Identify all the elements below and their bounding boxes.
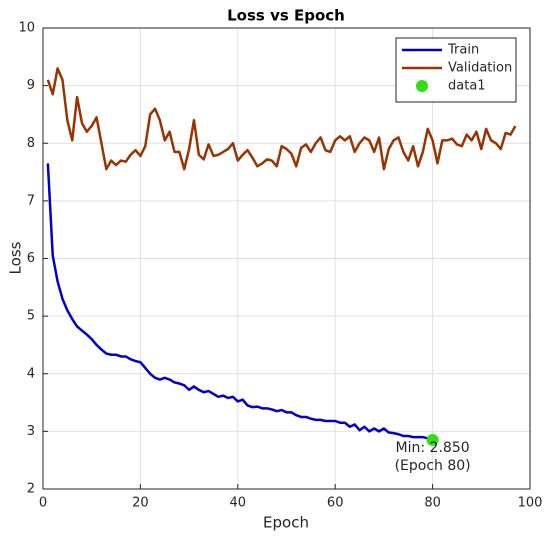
annotation: (Epoch 80) <box>395 458 471 474</box>
series-line <box>46 67 517 171</box>
legend-box <box>395 37 517 103</box>
x-tick-label: 60 <box>327 496 344 511</box>
y-tick-label: 3 <box>27 424 35 439</box>
y-tick-label: 2 <box>27 482 35 497</box>
x-tick-label: 40 <box>230 496 247 511</box>
x-tick-label: 80 <box>424 496 441 511</box>
x-tick-label: 0 <box>39 496 47 511</box>
y-axis-label: Loss <box>7 241 25 274</box>
legend-label: Train <box>447 43 479 58</box>
series-line <box>46 163 434 442</box>
x-tick-label: 100 <box>518 496 543 511</box>
y-tick-label: 5 <box>27 309 35 324</box>
y-tick-label: 4 <box>27 366 35 381</box>
x-axis-label: Epoch <box>263 514 309 532</box>
chart-title: Loss vs Epoch <box>227 7 345 25</box>
y-tick-label: 8 <box>27 136 35 151</box>
plot-frame <box>42 27 531 490</box>
y-tick-label: 10 <box>18 21 35 36</box>
annotation: Min: 2.850 <box>396 440 470 456</box>
y-tick-label: 9 <box>27 78 35 93</box>
legend-swatch <box>416 80 428 92</box>
min-point <box>426 434 439 447</box>
x-tick-label: 20 <box>132 496 149 511</box>
legend-label: data1 <box>448 79 486 94</box>
legend-label: Validation <box>448 61 512 76</box>
y-tick-label: 6 <box>27 251 35 266</box>
y-tick-label: 7 <box>27 193 35 208</box>
